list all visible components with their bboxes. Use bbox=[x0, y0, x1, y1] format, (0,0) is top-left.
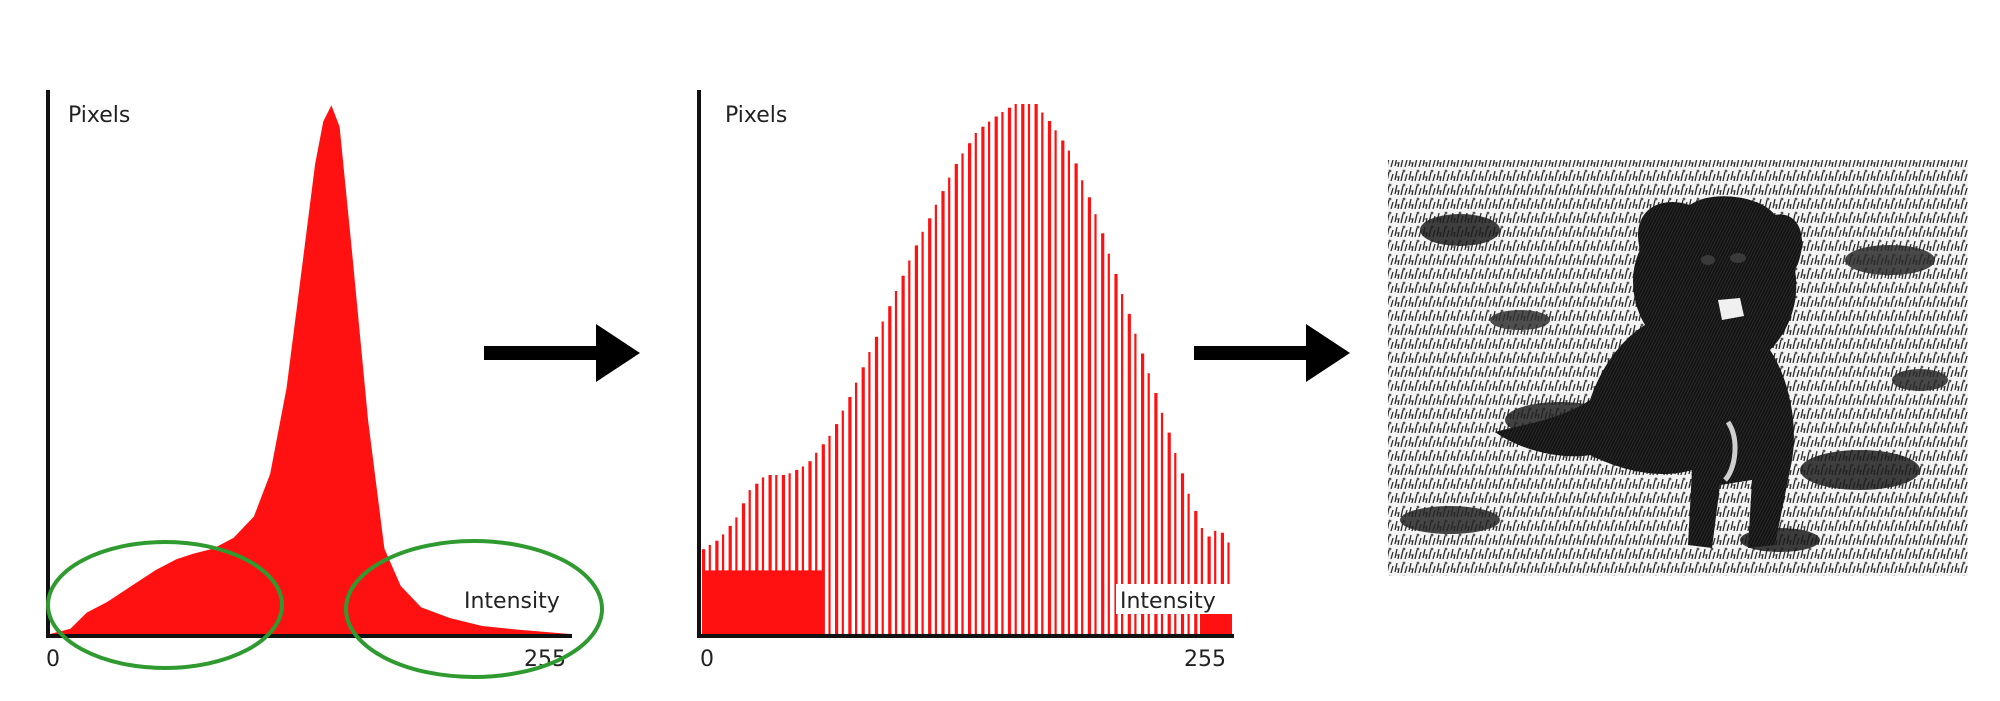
equalized-x-min-label: 0 bbox=[700, 647, 714, 672]
original-y-axis-label: Pixels bbox=[68, 103, 130, 128]
equalized-histogram-bar bbox=[1167, 432, 1171, 634]
equalized-histogram-bar bbox=[841, 410, 844, 634]
right-arrow-icon bbox=[1194, 324, 1350, 382]
equalized-histogram-bar bbox=[1094, 214, 1097, 634]
high-tail-highlight-ellipse bbox=[344, 539, 604, 679]
equalized-histogram-bar bbox=[1087, 197, 1091, 635]
equalized-histogram-bar bbox=[1081, 180, 1084, 635]
equalized-histogram-bar bbox=[914, 245, 918, 634]
equalized-histogram-bar bbox=[874, 336, 879, 634]
equalized-histogram-bar bbox=[1021, 104, 1025, 634]
original-x-axis-label: Intensity bbox=[464, 589, 560, 614]
equalized-histogram-bar bbox=[881, 321, 884, 634]
equalized-histogram-bar bbox=[748, 490, 751, 634]
equalized-histogram-bar bbox=[1187, 493, 1190, 634]
equalized-y-axis-label: Pixels bbox=[725, 103, 787, 128]
low-tail-highlight-ellipse bbox=[46, 540, 284, 670]
equalized-histogram-bar bbox=[1127, 313, 1131, 634]
equalized-histogram-bar bbox=[1141, 353, 1145, 634]
equalized-histogram-bar bbox=[808, 461, 812, 634]
equalized-histogram-bar bbox=[954, 164, 958, 634]
equalized-histogram-bar bbox=[1160, 412, 1164, 634]
equalized-histogram-bar bbox=[1107, 253, 1110, 634]
equalized-histogram-bar bbox=[894, 291, 898, 634]
equalized-histogram-bar bbox=[848, 397, 852, 634]
equalized-histogram-high-fill bbox=[1200, 614, 1232, 634]
equalized-histogram-bar bbox=[855, 382, 858, 634]
equalized-histogram-bar bbox=[981, 126, 985, 634]
equalized-x-label-background bbox=[1116, 584, 1234, 614]
equalized-histogram-bar bbox=[1147, 373, 1150, 634]
equalized-histogram-bar bbox=[815, 452, 818, 634]
equalized-histogram-bar bbox=[928, 218, 932, 635]
equalized-histogram-bar bbox=[1154, 393, 1158, 634]
equalized-histogram-bar bbox=[828, 435, 831, 634]
original-histogram: Pixels Intensity 0 255 bbox=[46, 90, 604, 679]
right-arrow-icon bbox=[484, 324, 640, 382]
equalized-histogram-bar bbox=[1034, 104, 1038, 634]
equalized-histogram-bar bbox=[1047, 121, 1052, 634]
equalized-x-max-label: 255 bbox=[1184, 647, 1226, 672]
equalized-histogram-bar bbox=[934, 204, 937, 634]
equalized-histogram: Pixels Intensity 0 255 bbox=[697, 90, 1234, 672]
equalized-histogram-bar bbox=[994, 116, 998, 634]
equalized-histogram-bar bbox=[1220, 532, 1224, 634]
equalized-histogram-bar bbox=[1054, 130, 1057, 635]
equalized-histogram-bar bbox=[1134, 333, 1137, 634]
equalized-histogram-bars bbox=[702, 104, 1232, 635]
equalized-histogram-bar bbox=[1061, 140, 1065, 634]
equalized-histogram-bar bbox=[741, 503, 746, 634]
equalized-histogram-bar bbox=[1067, 150, 1070, 634]
equalized-histogram-bar bbox=[908, 260, 911, 634]
equalized-histogram-bar bbox=[1027, 104, 1031, 634]
equalized-histogram-bar bbox=[1114, 274, 1118, 634]
original-histogram-area bbox=[50, 105, 570, 635]
equalized-histogram-bar bbox=[1041, 112, 1044, 634]
equalized-histogram-bar bbox=[795, 469, 799, 634]
equalized-histogram-bar bbox=[1121, 294, 1124, 634]
equalized-histogram-bar bbox=[988, 121, 991, 635]
equalized-x-axis-label: Intensity bbox=[1120, 589, 1216, 614]
equalized-histogram-bar bbox=[868, 352, 871, 634]
equalized-histogram-bar bbox=[781, 475, 785, 634]
equalized-histogram-low-fill bbox=[702, 570, 822, 634]
equalized-histogram-bar bbox=[921, 231, 924, 635]
equalized-histogram-bar bbox=[1074, 163, 1078, 634]
equalized-histogram-bar bbox=[755, 483, 759, 634]
equalized-histogram-bar bbox=[1101, 233, 1105, 635]
equalized-histogram-bar bbox=[901, 275, 905, 634]
equalized-histogram-bar bbox=[835, 424, 839, 634]
equalized-histogram-bar bbox=[821, 444, 825, 634]
dog-silhouette bbox=[1495, 196, 1803, 549]
equalized-histogram-bar bbox=[775, 475, 778, 634]
equalized-histogram-bar bbox=[1007, 107, 1012, 634]
original-x-min-label: 0 bbox=[46, 647, 60, 672]
equalized-histogram-bar bbox=[1014, 104, 1017, 634]
equalized-histogram-bar bbox=[861, 367, 865, 634]
equalized-histogram-bar bbox=[768, 475, 772, 634]
equalized-histogram-bar bbox=[1174, 453, 1177, 634]
equalized-histogram-bar bbox=[801, 466, 804, 634]
equalized-histogram-bar bbox=[948, 177, 951, 634]
equalized-histogram-bar bbox=[974, 133, 977, 634]
equalized-histogram-bar bbox=[961, 153, 964, 634]
equalized-histogram-bar bbox=[788, 473, 791, 634]
equalized-histogram-bar bbox=[1194, 511, 1198, 634]
equalized-histogram-bar bbox=[1200, 528, 1203, 634]
equalized-histogram-bar bbox=[968, 143, 972, 634]
equalized-dog-photo bbox=[1388, 160, 1968, 576]
equalized-histogram-bar bbox=[1180, 473, 1185, 634]
equalized-histogram-bar bbox=[941, 191, 945, 634]
equalized-histogram-bar bbox=[761, 477, 765, 634]
equalized-histogram-bar bbox=[1001, 112, 1004, 634]
equalized-histogram-bar bbox=[1214, 530, 1217, 634]
equalized-histogram-bar bbox=[888, 306, 892, 634]
